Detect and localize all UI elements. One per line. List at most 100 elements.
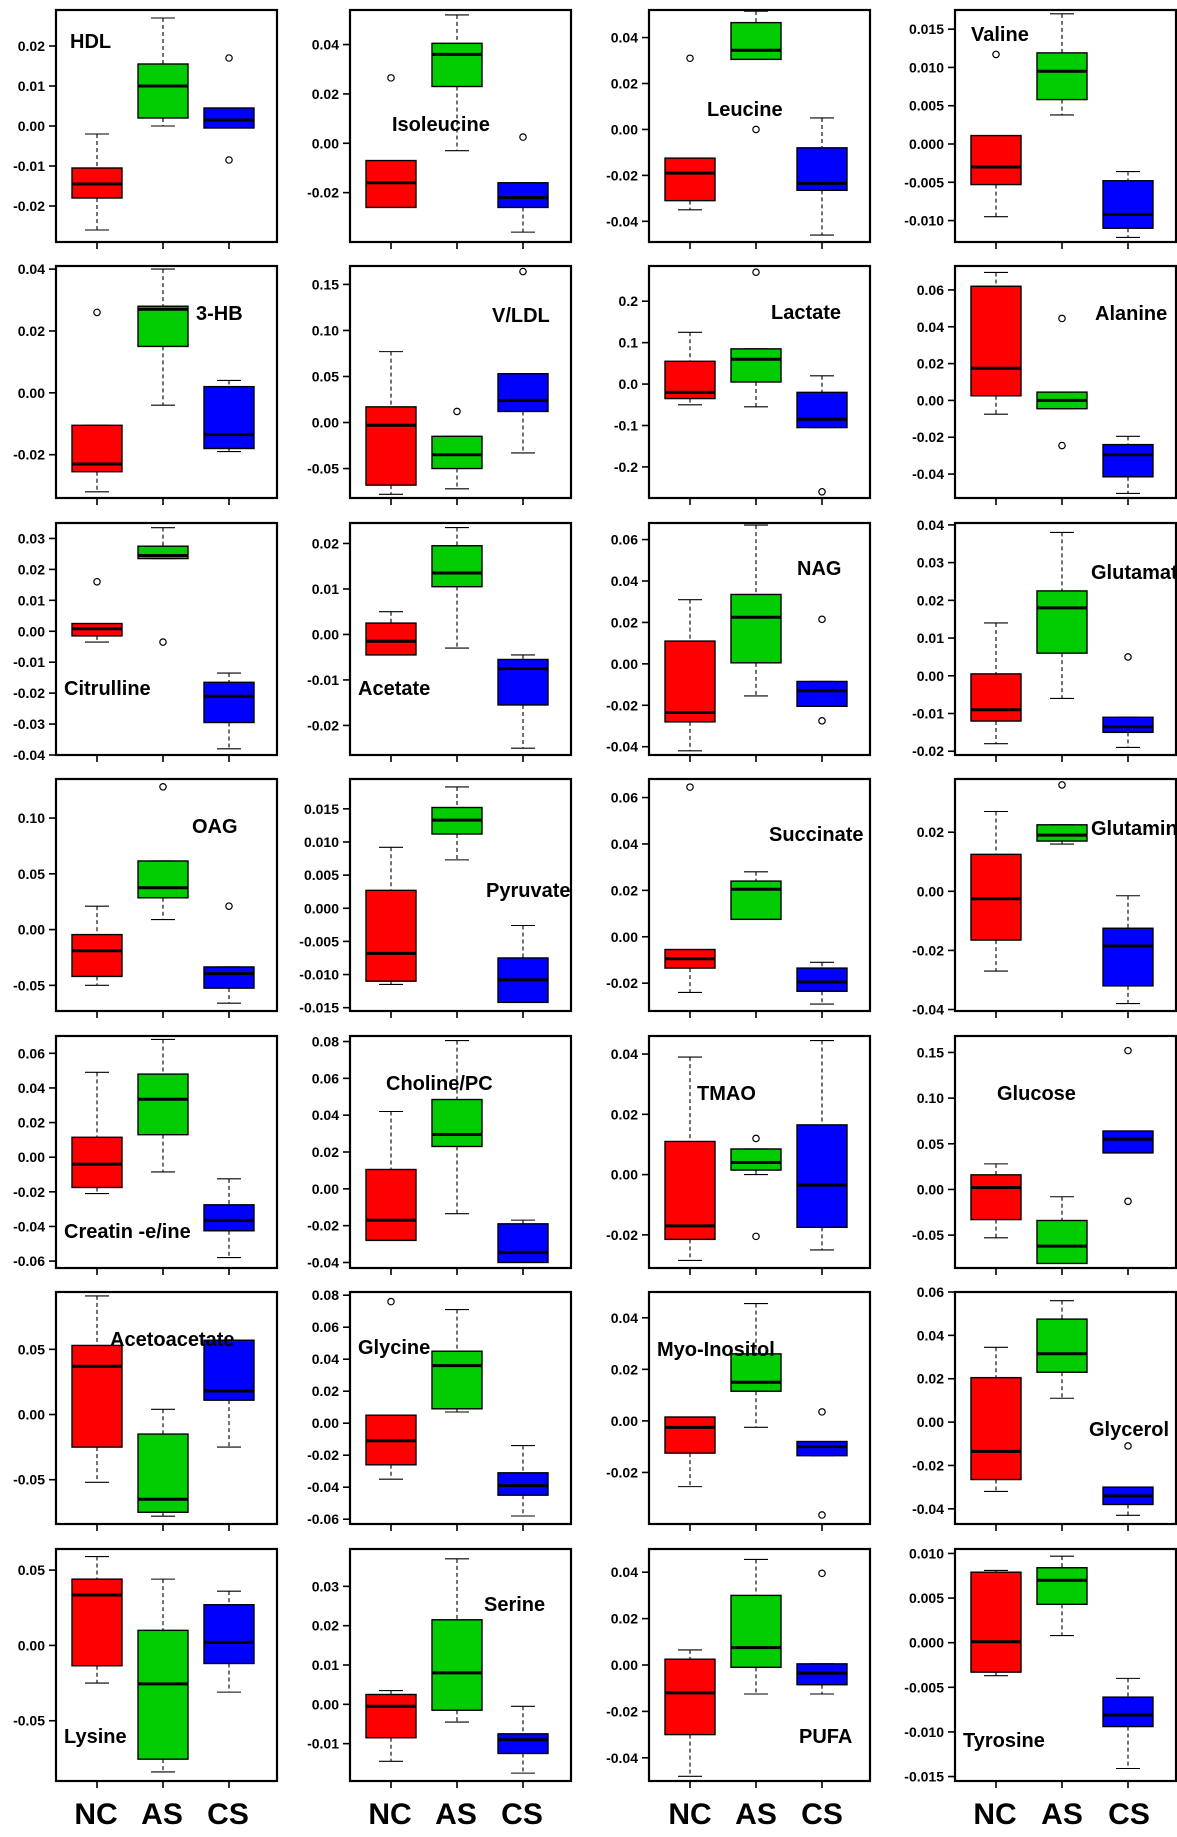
box-iqr [730, 1148, 782, 1171]
box-as [137, 1038, 189, 1173]
box-as [1036, 781, 1088, 845]
boxplot-svg: 0.02 0.01 0.00 -0.01 -0.02 [13, 8, 279, 249]
boxplot-svg: 0.04 0.02 0.00 -0.02 [307, 8, 573, 249]
panel-title: 3-HB [196, 303, 243, 325]
y-tick-label: 0.005 [909, 1590, 944, 1606]
box-nc [970, 1346, 1022, 1493]
panel-title: Creatin -e/ine [64, 1221, 191, 1243]
box-iqr [1102, 1696, 1154, 1728]
box-iqr [1102, 180, 1154, 229]
x-label-as: AS [141, 1798, 183, 1831]
box-as [1036, 1300, 1088, 1399]
box-iqr [71, 1136, 123, 1189]
boxplot-panel-oag: 0.10 0.05 0.00 -0.05 OAG [0, 777, 292, 1035]
y-tick-label: 0.02 [312, 1144, 339, 1160]
y-tick-label: 0.02 [917, 1371, 944, 1387]
y-tick-label: -0.02 [912, 743, 944, 759]
box-cs [497, 924, 549, 1004]
panel-title: Tyrosine [963, 1730, 1045, 1752]
boxplot-panel-serine: 0.03 0.02 0.01 0.00 -0.01 Serine [294, 1547, 586, 1805]
y-tick-label: -0.01 [912, 706, 944, 722]
outlier-point [752, 1134, 760, 1143]
box-cs [796, 961, 848, 1005]
y-tick-label: 0.04 [611, 30, 638, 46]
outlier-point [519, 267, 527, 276]
y-tick-label: -0.04 [606, 1750, 638, 1766]
y-tick-label: 0.06 [917, 1284, 944, 1300]
y-tick-label: 0.00 [611, 121, 638, 137]
y-tick-label: 0.02 [18, 323, 45, 339]
box-nc [664, 599, 716, 752]
box-nc [664, 1649, 716, 1777]
plot-frame [647, 8, 872, 244]
y-tick-label: 0.0 [619, 376, 639, 392]
box-nc [71, 905, 123, 986]
box-iqr [730, 593, 782, 664]
box-cs [497, 133, 549, 233]
boxplot-svg: 0.06 0.04 0.02 0.00 -0.02 -0.04 [606, 521, 872, 762]
box-nc [365, 611, 417, 656]
boxplot-panel-acetoacetate: 0.05 0.00 -0.05 Acetoacetate [0, 1290, 292, 1548]
boxplot-svg: 0.04 0.02 0.00 -0.02 [606, 1034, 872, 1275]
outlier-point [818, 717, 826, 725]
panel-title: PUFA [799, 1726, 853, 1748]
y-tick-label: 0.00 [18, 922, 45, 938]
boxplot-svg: 0.06 0.04 0.02 0.00 -0.02 -0.04 [912, 264, 1177, 505]
x-label-as: AS [735, 1798, 777, 1831]
panel-title: HDL [70, 31, 112, 53]
y-tick-label: -0.04 [13, 1218, 45, 1234]
box-iqr [970, 1376, 1022, 1481]
panel-title: Myo-Inositol [657, 1339, 775, 1361]
y-tick-label: 0.15 [917, 1044, 944, 1060]
box-iqr [365, 622, 417, 656]
plot-frame [647, 1034, 872, 1270]
y-tick-label: 0.15 [312, 276, 339, 292]
box-cs [203, 902, 255, 1004]
box-iqr [796, 967, 848, 992]
y-tick-label: 0.06 [917, 282, 944, 298]
y-tick-label: -0.02 [13, 1184, 45, 1200]
box-iqr [203, 107, 255, 129]
y-tick-label: -0.02 [606, 975, 638, 991]
box-iqr [365, 1168, 417, 1242]
panel-title: Glycerol [1089, 1419, 1170, 1441]
panel-title: Serine [484, 1594, 546, 1616]
box-iqr [71, 1344, 123, 1448]
y-tick-label: -0.02 [307, 1447, 339, 1463]
y-tick-label: 0.00 [917, 883, 944, 899]
boxplot-panel-glucose: 0.15 0.10 0.05 0.00 -0.05 Glucose [899, 1034, 1177, 1292]
box-iqr [497, 373, 549, 413]
x-label-as: AS [435, 1798, 477, 1831]
y-tick-label: 0.01 [312, 1657, 339, 1673]
y-tick-label: 0.03 [18, 530, 45, 546]
y-tick-label: -0.06 [13, 1253, 45, 1269]
box-cs [1102, 653, 1154, 749]
outlier-point [1058, 781, 1066, 789]
box-iqr [730, 1594, 782, 1669]
y-tick-label: 0.04 [917, 319, 944, 335]
box-as [431, 1309, 483, 1413]
box-iqr [431, 1098, 483, 1148]
boxplot-svg: 0.04 0.02 0.00 -0.02 -0.04 [606, 1547, 872, 1788]
box-cs [796, 117, 848, 236]
box-iqr [71, 1578, 123, 1667]
y-tick-label: 0.05 [917, 1136, 944, 1152]
box-nc [664, 331, 716, 406]
box-cs [796, 1408, 848, 1519]
plot-frame [953, 264, 1177, 500]
box-iqr [730, 880, 782, 921]
y-tick-label: 0.06 [312, 1319, 339, 1335]
y-tick-label: 0.08 [312, 1287, 339, 1303]
plot-frame [647, 264, 872, 500]
outlier-point [1124, 1046, 1132, 1055]
y-tick-label: 0.015 [909, 21, 944, 37]
x-label-nc: NC [973, 1798, 1017, 1831]
box-iqr [970, 673, 1022, 722]
y-tick-label: 0.05 [18, 866, 45, 882]
box-cs [796, 375, 848, 496]
y-tick-label: 0.00 [917, 1414, 944, 1430]
y-tick-label: 0.01 [18, 592, 45, 608]
box-as [137, 1408, 189, 1517]
panel-title: Acetoacetate [110, 1329, 235, 1351]
